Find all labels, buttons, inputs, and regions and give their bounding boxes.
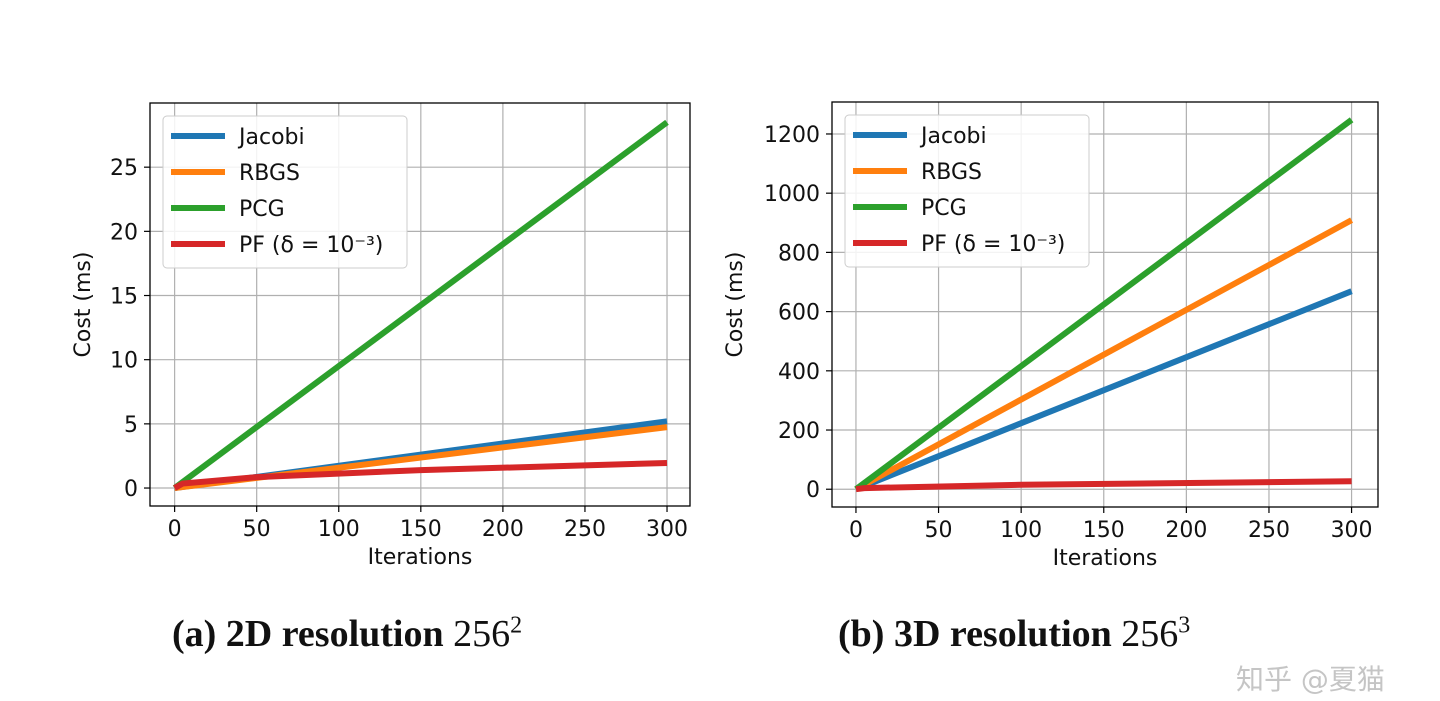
- y-tick-label: 0: [806, 478, 820, 503]
- y-tick-label: 0: [124, 477, 138, 502]
- y-tick-label: 20: [110, 220, 138, 245]
- legend-box: [844, 114, 1090, 268]
- x-tick-label: 150: [400, 517, 442, 542]
- x-tick-label: 0: [849, 518, 863, 543]
- x-tick-label: 200: [1165, 518, 1207, 543]
- x-tick-label: 50: [243, 517, 271, 542]
- legend-label: RBGS: [921, 160, 982, 185]
- plot-frame: [149, 102, 691, 507]
- y-axis-label: Cost (ms): [71, 252, 96, 358]
- legend-label: Jacobi: [919, 124, 987, 149]
- legend-label: PF (δ = 10⁻³): [921, 232, 1065, 257]
- x-tick-label: 100: [1000, 518, 1042, 543]
- x-tick-label: 100: [318, 517, 360, 542]
- legend-label: PCG: [239, 197, 285, 222]
- y-tick-label: 1200: [764, 123, 820, 148]
- watermark: 知乎 @夏猫: [1236, 663, 1385, 696]
- y-axis-label: Cost (ms): [723, 252, 748, 358]
- plot-frame: [831, 101, 1379, 508]
- caption-b-math: 256: [1121, 613, 1179, 655]
- caption-b-exponent: 3: [1178, 612, 1191, 639]
- caption-a-exponent: 2: [510, 612, 523, 639]
- y-tick-label: 1000: [764, 182, 820, 207]
- y-tick-label: 200: [778, 419, 820, 444]
- y-tick-label: 800: [778, 241, 820, 266]
- x-axis-label: Iterations: [368, 545, 473, 570]
- caption-b-text: (b) 3D resolution: [838, 613, 1112, 655]
- x-tick-label: 150: [1083, 518, 1125, 543]
- series-line-pcg: [854, 117, 1354, 492]
- y-tick-label: 10: [110, 349, 138, 374]
- y-tick-label: 25: [110, 156, 138, 181]
- legend: Jacobi RBGS PCG PF (δ = 10⁻³): [844, 114, 1090, 268]
- chart-a: 0 50 100 150 200 250 300 0 5 10 15 20 25 Iterations Co…: [71, 102, 691, 570]
- series-line-pf: [173, 460, 668, 491]
- caption-a: (a) 2D resolution 2562: [172, 612, 522, 656]
- y-tick-label: 5: [124, 413, 138, 438]
- y-tick-label: 600: [778, 301, 820, 326]
- y-tick-label: 400: [778, 360, 820, 385]
- legend-label: RBGS: [239, 161, 300, 186]
- series-line-pf: [855, 478, 1352, 493]
- caption-a-text: (a) 2D resolution: [172, 613, 444, 655]
- x-tick-label: 0: [168, 517, 182, 542]
- x-tick-label: 250: [1248, 518, 1290, 543]
- legend: Jacobi RBGS PCG PF (δ = 10⁻³): [162, 115, 408, 269]
- chart-b: 0 50 100 150 200 250 300 0 200 400 600 800 1000 1200 I…: [723, 101, 1379, 571]
- x-tick-label: 50: [925, 518, 953, 543]
- x-tick-label: 300: [646, 517, 688, 542]
- legend-label: PF (δ = 10⁻³): [239, 233, 383, 258]
- legend-label: PCG: [921, 196, 967, 221]
- x-axis-label: Iterations: [1053, 546, 1158, 571]
- legend-label: Jacobi: [237, 125, 305, 150]
- x-tick-label: 300: [1331, 518, 1373, 543]
- caption-b: (b) 3D resolution 2563: [838, 612, 1190, 656]
- series-line-rbgs: [854, 217, 1354, 492]
- legend-box: [162, 115, 408, 269]
- y-tick-label: 15: [110, 285, 138, 310]
- caption-a-math: 256: [453, 613, 511, 655]
- series-line-jacobi: [854, 288, 1353, 492]
- series-line-pcg: [172, 119, 669, 491]
- x-tick-label: 200: [482, 517, 524, 542]
- x-tick-label: 250: [564, 517, 606, 542]
